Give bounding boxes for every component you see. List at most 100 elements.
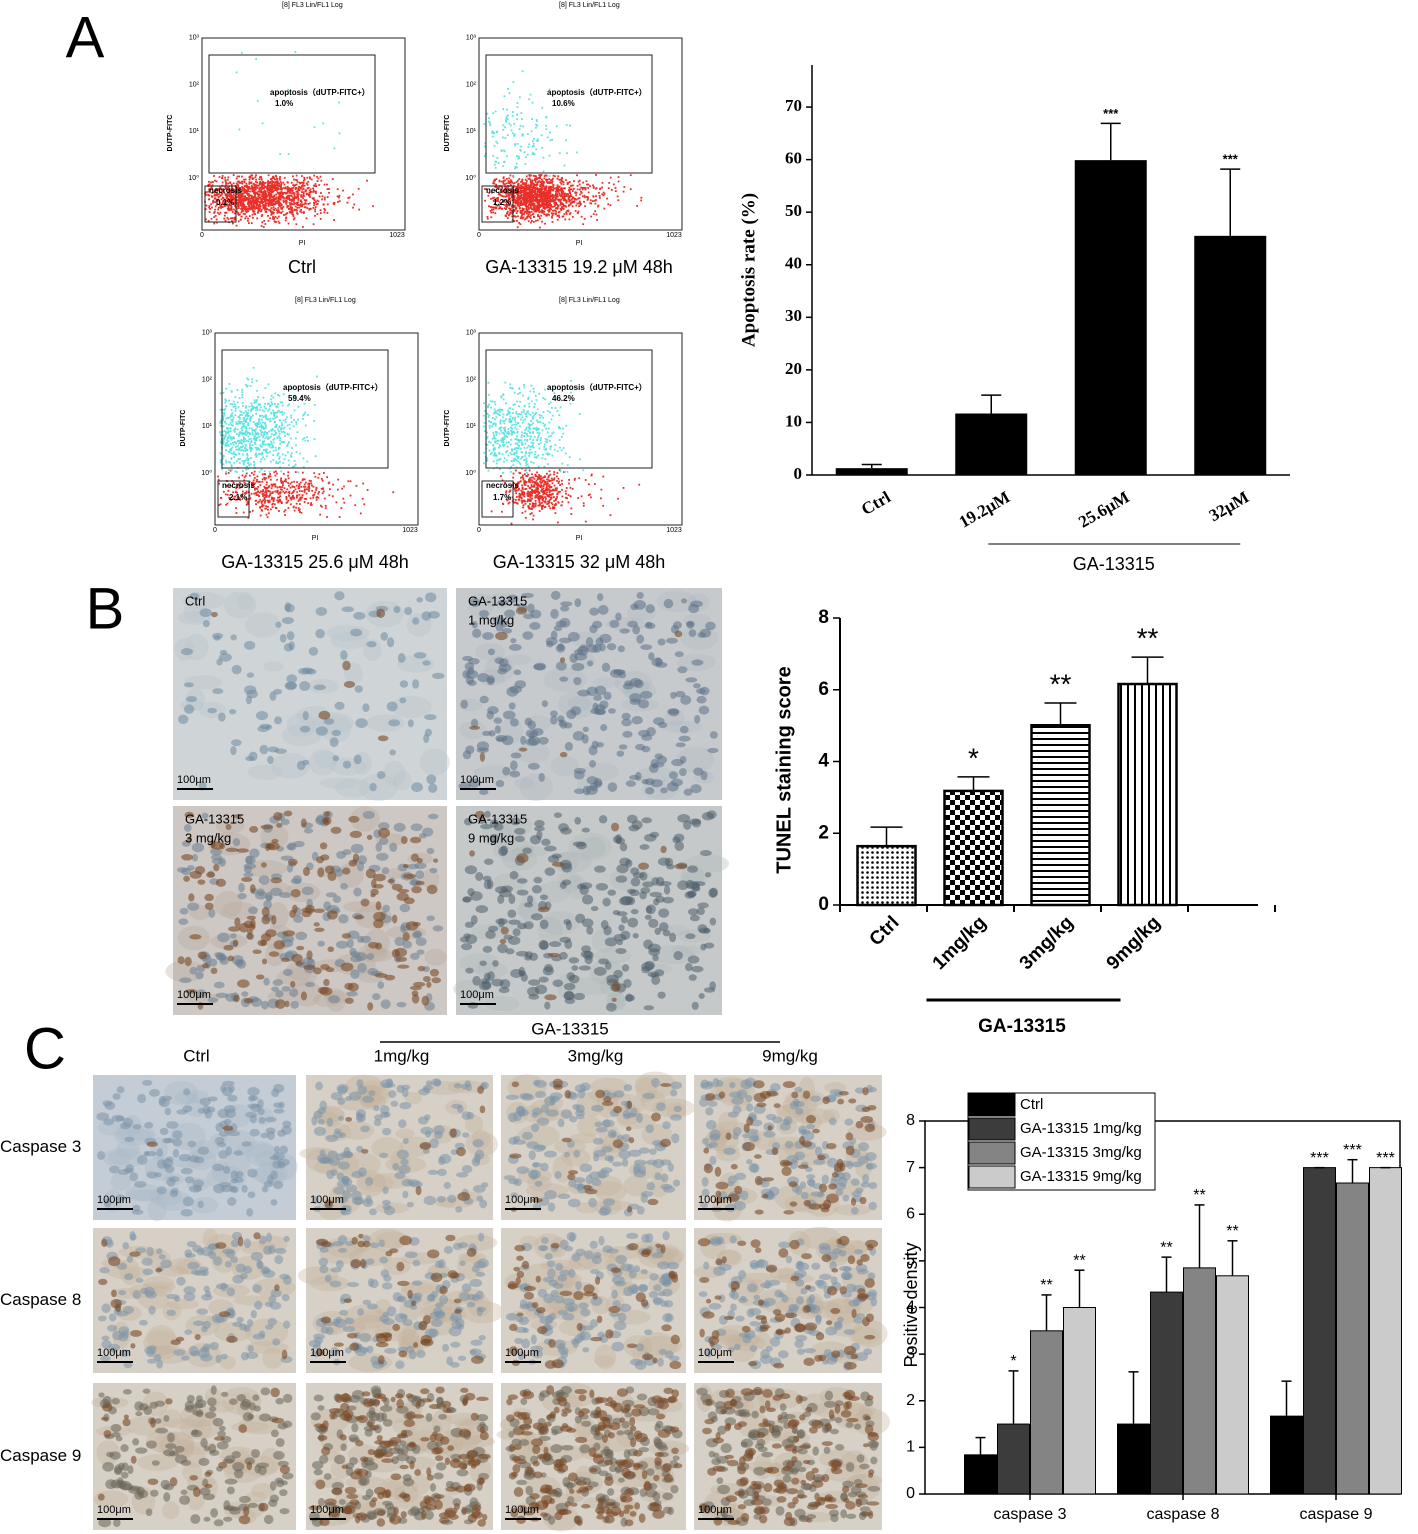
- flow-dot: [242, 462, 245, 465]
- flow-dot: [607, 187, 610, 190]
- flow-dot: [498, 432, 501, 435]
- flow-dot: [530, 507, 532, 510]
- flow-dot: [295, 423, 298, 425]
- flow-dot: [592, 200, 594, 202]
- flow-dot: [336, 195, 339, 198]
- flow-dot: [222, 440, 225, 443]
- flow-dot: [581, 188, 584, 191]
- flow-dot: [266, 516, 269, 519]
- flow-dot: [288, 427, 291, 430]
- flow-dot: [582, 504, 585, 507]
- flow-dot: [266, 433, 269, 436]
- flow-dot: [264, 437, 267, 440]
- flow-dot: [269, 475, 272, 478]
- flow-dot: [245, 429, 248, 432]
- flow-dot: [560, 198, 563, 201]
- flow-dot: [529, 513, 532, 515]
- flow-dot: [521, 196, 523, 199]
- flow-dot: [546, 410, 549, 413]
- flow-dot: [274, 490, 277, 493]
- flow-dot: [274, 474, 277, 477]
- flow-y-tick: 10³: [466, 330, 477, 337]
- flow-dot: [250, 185, 253, 188]
- flow-dot: [213, 193, 216, 196]
- flow-dot: [584, 479, 587, 481]
- flow-dot: [521, 486, 524, 489]
- flow-dot: [508, 194, 511, 197]
- flow-dot: [312, 494, 315, 497]
- flow-dot: [294, 463, 297, 466]
- flow-dot: [237, 204, 240, 206]
- flow-dot: [554, 203, 557, 206]
- flow-dot: [274, 181, 277, 184]
- flow-dot: [569, 195, 572, 197]
- flow-dot: [269, 184, 272, 187]
- flow-dot: [261, 221, 264, 224]
- flow-dot: [225, 211, 228, 214]
- flow-dot: [502, 201, 505, 203]
- flow-dot: [267, 180, 270, 183]
- flow-dot: [225, 444, 228, 447]
- flow-dot: [248, 405, 251, 408]
- flow-dot: [267, 490, 270, 492]
- flow-dot: [258, 435, 261, 438]
- flow-dot: [251, 208, 254, 211]
- flow-dot: [261, 186, 264, 189]
- flow-dot: [216, 203, 218, 206]
- flow-dot: [503, 95, 506, 98]
- flow-dot: [528, 206, 530, 209]
- flow-dot: [224, 405, 227, 408]
- flow-dot: [208, 206, 210, 209]
- flow-dot: [224, 420, 227, 423]
- flow-dot: [268, 485, 271, 487]
- flow-dot: [302, 478, 304, 481]
- flow-dot: [556, 207, 559, 209]
- flow-dot: [562, 215, 565, 218]
- flow-dot: [256, 426, 259, 429]
- flow-dot: [547, 190, 550, 193]
- flow-dot: [517, 155, 520, 158]
- flow-dot: [280, 212, 282, 214]
- flow-dot: [242, 436, 245, 439]
- flow-dot: [586, 183, 588, 186]
- flow-dot: [283, 487, 286, 490]
- flow-y-tick: 10¹: [466, 128, 477, 135]
- flow-dot: [223, 437, 225, 440]
- flow-dot: [245, 190, 247, 193]
- flow-dot: [527, 195, 529, 198]
- flow-dot: [234, 427, 236, 430]
- flow-dot: [292, 490, 295, 492]
- flow-x-label: PI: [576, 535, 583, 542]
- flow-dot: [247, 186, 249, 189]
- flow-dot: [498, 427, 501, 430]
- flow-dot: [541, 146, 543, 149]
- flow-dot: [296, 181, 299, 183]
- flow-dot: [246, 452, 249, 455]
- flow-dot: [551, 482, 554, 485]
- flow-dot: [272, 198, 275, 201]
- flow-dot: [267, 436, 270, 439]
- flow-dot: [266, 187, 268, 190]
- flow-dot: [208, 183, 211, 186]
- flow-dot: [276, 393, 279, 396]
- flow-dot: [302, 184, 304, 186]
- flow-dot: [243, 449, 245, 452]
- flow-dot: [276, 453, 279, 455]
- flow-dot: [242, 200, 245, 203]
- flow-dot: [280, 479, 282, 482]
- flow-dot: [516, 482, 519, 485]
- flow-dot: [253, 477, 256, 479]
- flow-dot: [241, 205, 244, 208]
- flow-dot: [268, 185, 271, 188]
- flow-dot: [285, 217, 287, 220]
- flow-dot: [573, 201, 575, 204]
- flow-dot: [523, 500, 525, 503]
- flow-dot: [255, 204, 258, 207]
- flow-dot: [215, 199, 218, 201]
- flow-dot: [531, 195, 534, 198]
- flow-dot: [307, 193, 310, 196]
- flow-dot: [238, 433, 241, 435]
- flow-dot: [526, 500, 529, 503]
- flow-dot: [527, 213, 530, 216]
- flow-dot: [237, 458, 240, 461]
